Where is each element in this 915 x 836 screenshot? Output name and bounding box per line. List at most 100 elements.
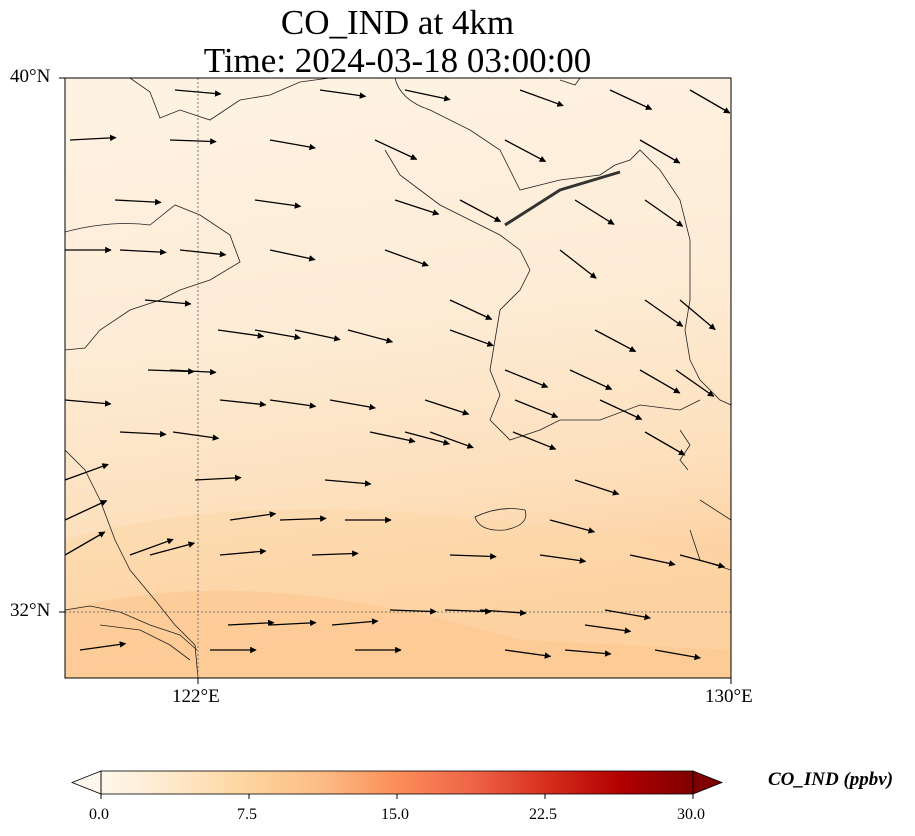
wind-vector <box>574 479 620 496</box>
wind-vector <box>269 249 316 262</box>
jeju-island <box>474 508 527 531</box>
colorbar-tick-label-1: 7.5 <box>237 806 257 823</box>
colorbar-label: CO_IND (ppbv) <box>768 769 894 790</box>
coast-korea-north <box>394 78 731 406</box>
wind-vector <box>269 399 317 409</box>
wind-vector <box>369 431 416 444</box>
wind-vector <box>172 431 220 441</box>
wind-vector <box>79 641 127 651</box>
wind-vector <box>639 139 681 164</box>
wind-vector <box>219 399 267 408</box>
wind-vector <box>675 369 715 397</box>
wind-vector <box>599 399 643 420</box>
wind-vector <box>424 399 470 416</box>
wind-vector <box>394 199 440 216</box>
wind-vector <box>329 399 376 411</box>
wind-vector <box>217 329 265 339</box>
wind-vector <box>444 608 492 615</box>
lat-label-32N: 32°N <box>10 600 51 621</box>
wind-vector <box>269 619 317 627</box>
wind-vector <box>504 139 547 163</box>
wind-vector <box>429 431 474 449</box>
coast-korea-west-south <box>384 149 701 441</box>
wind-vector <box>324 479 372 487</box>
wind-vector <box>639 369 681 394</box>
colorbar-max-extend <box>692 770 724 795</box>
wind-vector <box>65 500 108 521</box>
wind-vector <box>194 474 242 482</box>
wind-vector <box>519 89 564 107</box>
lon-label-130E: 130°E <box>705 686 753 707</box>
colorbar-tick-label-3: 22.5 <box>529 806 557 823</box>
wind-vector <box>404 89 451 102</box>
lat-label-40N: 40°N <box>10 66 51 87</box>
coastlines <box>65 78 731 678</box>
coast-yangtze-north <box>65 605 198 651</box>
wind-vector <box>294 329 341 342</box>
wind-vector <box>512 431 557 451</box>
wind-vector <box>65 463 109 481</box>
coast-korea-ne <box>559 78 581 86</box>
wind-vector <box>279 515 327 522</box>
wind-vector <box>459 199 502 223</box>
wind-vector <box>269 139 316 151</box>
wind-vector <box>514 399 559 419</box>
wind-vector <box>119 430 167 438</box>
co-field-highest-band <box>65 590 731 678</box>
wind-vector <box>69 134 117 142</box>
colorbar-tick-label-4: 30.0 <box>677 806 705 823</box>
colorbar <box>70 770 724 799</box>
wind-vector <box>384 249 429 267</box>
colorbar-ticks <box>100 794 694 799</box>
wind-vector <box>179 249 227 258</box>
wind-vector <box>254 329 301 341</box>
wind-vector <box>449 299 493 320</box>
wind-vector <box>479 609 527 617</box>
wind-vector <box>119 248 167 256</box>
coast-yangtze-island <box>99 624 191 661</box>
map-subtitle-time: Time: 2024-03-18 03:00:00 <box>203 41 592 80</box>
wind-vector <box>584 624 632 634</box>
wind-vector <box>311 550 359 557</box>
coast-bohai-liaodong <box>129 78 331 121</box>
wind-vector <box>227 619 275 627</box>
wind-vector <box>319 89 367 99</box>
wind-vector <box>404 431 451 446</box>
wind-vector <box>574 199 615 225</box>
wind-vector <box>389 608 437 615</box>
wind-vector-field <box>65 89 731 661</box>
colorbar-tick-label-0: 0.0 <box>89 806 109 823</box>
wind-vector <box>654 649 701 661</box>
wind-vector <box>219 548 267 556</box>
wind-vector <box>679 299 716 331</box>
wind-vector <box>254 199 302 209</box>
wind-vector <box>644 431 686 456</box>
wind-vector <box>169 368 217 376</box>
wind-vector <box>569 369 613 390</box>
wind-vector <box>449 329 494 347</box>
wind-vector <box>144 299 192 307</box>
wind-vector <box>504 649 552 659</box>
wind-vector <box>594 329 637 353</box>
wind-vector <box>65 531 106 556</box>
wind-vector <box>347 329 394 344</box>
wind-vector <box>174 89 222 97</box>
wind-vector <box>679 554 726 569</box>
coast-shandong <box>65 204 241 351</box>
map-title: CO_IND at 4km <box>280 3 515 42</box>
wind-vector <box>65 399 112 407</box>
wind-vector <box>629 554 676 567</box>
colorbar-min-extend <box>70 770 102 795</box>
colorbar-tick-label-2: 15.0 <box>381 806 409 823</box>
wind-vector <box>644 199 684 227</box>
wind-vector <box>169 138 217 145</box>
wind-vector <box>609 89 653 110</box>
wind-vector <box>331 618 379 626</box>
wind-vector <box>149 541 196 556</box>
wind-vector <box>604 609 651 621</box>
wind-vector <box>504 369 549 389</box>
wind-vector <box>449 553 497 560</box>
coast-jiangsu <box>65 449 199 678</box>
wind-vector <box>114 198 162 206</box>
